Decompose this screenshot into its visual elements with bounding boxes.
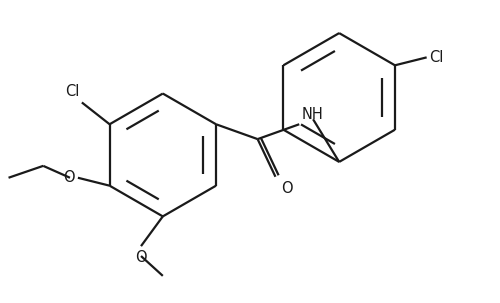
Text: O: O <box>135 250 147 265</box>
Text: O: O <box>64 170 75 185</box>
Text: O: O <box>282 181 293 196</box>
Text: Cl: Cl <box>66 85 80 99</box>
Text: Cl: Cl <box>428 50 443 65</box>
Text: NH: NH <box>301 107 323 122</box>
